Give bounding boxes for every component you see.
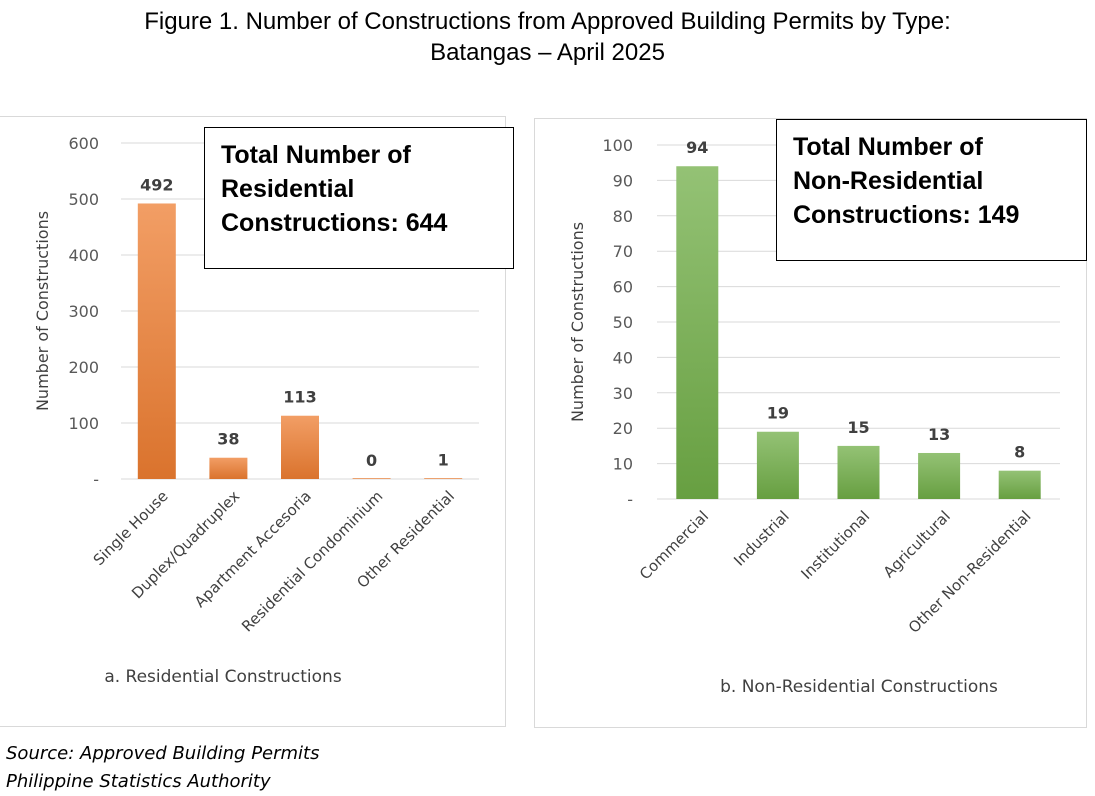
non-y-axis-label: Number of Constructions xyxy=(568,222,587,422)
res-bar xyxy=(352,478,391,479)
residential-total-box: Total Number of Residential Construction… xyxy=(204,127,514,269)
res-y-tick-label: 400 xyxy=(68,246,99,265)
res-x-tick-label: Apartment Accesoria xyxy=(191,487,315,611)
non-x-tick-label: Commercial xyxy=(636,507,712,583)
non-y-tick-label: 70 xyxy=(613,242,633,261)
figure-title-line1: Figure 1. Number of Constructions from A… xyxy=(144,8,951,35)
non-bar xyxy=(756,431,799,499)
non-residential-chart: - 10 20 30 40 50 60 70 80 90 100 Number of Construc… xyxy=(568,136,1060,697)
non-residential-total-line3: Constructions: 149 xyxy=(793,201,1020,229)
res-data-label: 38 xyxy=(217,430,239,449)
non-y-tick-label: 30 xyxy=(613,384,633,403)
non-y-tick-label: 50 xyxy=(613,313,633,332)
non-bar xyxy=(676,166,719,500)
residential-chart-panel: - 100 200 300 400 500 600 Number of Constructio… xyxy=(0,116,514,727)
non-y-tick-label: 60 xyxy=(613,278,633,297)
non-data-label: 94 xyxy=(686,138,708,157)
res-y-axis-label: Number of Constructions xyxy=(33,211,52,411)
non-bar xyxy=(918,452,961,499)
res-y-tick-label: 300 xyxy=(68,302,99,321)
non-data-label: 19 xyxy=(767,404,789,423)
residential-total-line3: Constructions: 644 xyxy=(221,209,448,237)
non-y-tick-label: 40 xyxy=(613,348,633,367)
non-x-tick-label: Agricultural xyxy=(880,507,954,581)
non-data-label: 13 xyxy=(928,425,950,444)
non-x-tick-label: Institutional xyxy=(797,507,873,583)
non-x-tick-label: Industrial xyxy=(730,507,792,569)
non-residential-total-line1: Total Number of xyxy=(793,133,983,161)
non-y-tick-label: 100 xyxy=(602,136,633,155)
non-residential-total-box: Total Number of Non-Residential Construc… xyxy=(776,119,1087,261)
non-bar xyxy=(998,470,1041,499)
non-y-tick-label: 20 xyxy=(613,419,633,438)
res-bar xyxy=(137,203,176,479)
non-bar xyxy=(837,445,880,499)
res-x-tick-label: Single House xyxy=(90,487,172,569)
res-y-tick-label: 100 xyxy=(68,414,99,433)
res-x-tick-label: Residential Condominium xyxy=(238,487,386,635)
non-y-tick-label: 80 xyxy=(613,207,633,226)
figure-title: Figure 1. Number of Constructions from A… xyxy=(0,6,1095,68)
res-chart-title: a. Residential Constructions xyxy=(104,667,342,687)
residential-total-line1: Total Number of xyxy=(221,141,411,169)
non-y-tick-label: - xyxy=(627,490,633,509)
res-data-label: 113 xyxy=(283,388,316,407)
res-bar xyxy=(424,478,463,479)
residential-total-line2: Residential xyxy=(221,175,355,203)
res-y-tick-label: 200 xyxy=(68,358,99,377)
non-data-label: 8 xyxy=(1014,443,1025,462)
non-data-label: 15 xyxy=(847,418,869,437)
res-bar xyxy=(209,457,248,479)
non-y-tick-label: 90 xyxy=(613,171,633,190)
res-y-tick-label: 600 xyxy=(68,134,99,153)
res-data-label: 1 xyxy=(438,450,449,469)
source-line1: Source: Approved Building Permits xyxy=(6,743,320,764)
figure-title-line2: Batangas – April 2025 xyxy=(430,39,665,66)
non-residential-total-line2: Non-Residential xyxy=(793,167,984,195)
non-y-tick-label: 10 xyxy=(613,455,633,474)
res-y-tick-label: 500 xyxy=(68,190,99,209)
res-bar xyxy=(281,415,319,479)
source-line2: Philippine Statistics Authority xyxy=(6,771,271,792)
res-y-tick-label: - xyxy=(93,470,99,489)
non-residential-chart-panel: - 10 20 30 40 50 60 70 80 90 100 Number of Construc… xyxy=(534,118,1087,728)
res-data-label: 492 xyxy=(140,175,173,194)
res-data-label: 0 xyxy=(366,451,377,470)
non-chart-title: b. Non-Residential Constructions xyxy=(720,677,998,697)
source-note: Source: Approved Building Permits Philip… xyxy=(6,740,320,796)
